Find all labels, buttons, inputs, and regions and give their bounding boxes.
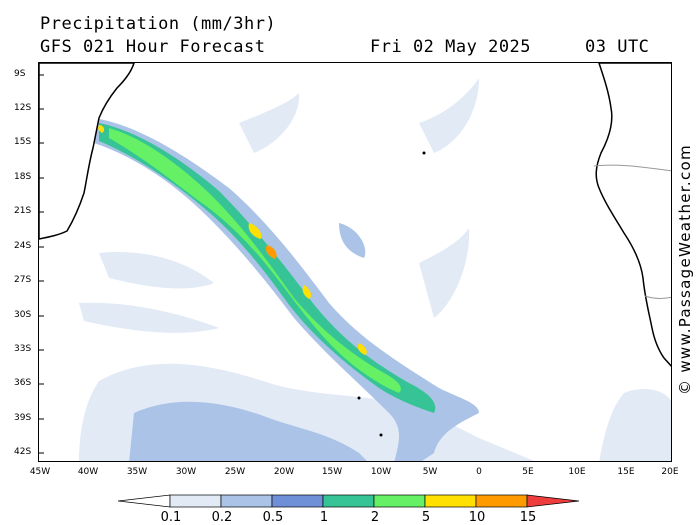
- lon-label: 10E: [568, 467, 586, 477]
- precip-band-moderate: [99, 123, 436, 413]
- south-america-coast: [39, 63, 135, 240]
- precip-area-south-moderate: [129, 401, 367, 461]
- precip-patch-east: [419, 228, 470, 318]
- lon-label: 15W: [321, 467, 343, 477]
- island-marker: [379, 433, 383, 437]
- lon-label: 25W: [224, 467, 246, 477]
- lat-label: 39S: [14, 413, 32, 423]
- legend-value: 0.1: [160, 510, 182, 525]
- map-canvas: [39, 63, 671, 461]
- precip-core-4: [357, 343, 367, 355]
- island-marker: [357, 396, 361, 400]
- legend-value: 15: [519, 510, 537, 525]
- lat-label: 42S: [14, 447, 32, 457]
- forecast-label: GFS 021 Hour Forecast: [40, 37, 266, 57]
- legend-swatch-0.2: [220, 494, 273, 508]
- lon-label: 35W: [126, 467, 148, 477]
- namibia-border: [593, 164, 671, 172]
- lon-label: 40W: [77, 467, 99, 477]
- precip-color-scale: [118, 494, 580, 508]
- lon-label: 15E: [617, 467, 635, 477]
- precip-patch-west: [99, 252, 214, 289]
- precip-area-southeast: [599, 389, 671, 461]
- lon-label: 20E: [661, 467, 679, 477]
- legend-value: 2: [370, 510, 380, 525]
- legend-swatch-over: [526, 494, 580, 508]
- legend-swatch-2: [373, 494, 426, 508]
- precip-core-5: [98, 125, 105, 133]
- orange-river-border: [644, 295, 671, 299]
- legend-value: 0.2: [211, 510, 233, 525]
- map-title: Precipitation (mm/3hr): [40, 14, 277, 34]
- lon-label: 5W: [422, 467, 438, 477]
- lon-label: 0: [476, 467, 482, 477]
- legend-value: 10: [468, 510, 486, 525]
- lon-label: 5E: [522, 467, 534, 477]
- lat-label: 36S: [14, 378, 32, 388]
- legend-value: 0.5: [262, 510, 284, 525]
- legend-value: 1: [319, 510, 329, 525]
- forecast-time: 03 UTC: [585, 37, 650, 57]
- legend-swatch-under: [118, 494, 171, 508]
- precip-core-1: [248, 223, 262, 239]
- precip-band-heavy: [109, 128, 401, 393]
- lat-ticks: [39, 74, 44, 454]
- lat-label: 33S: [14, 344, 32, 354]
- legend-swatch-0.1: [169, 494, 222, 508]
- copyright-credit: © www.PassageWeather.com: [676, 144, 694, 395]
- legend-swatch-0.5: [271, 494, 324, 508]
- precip-patch-central: [339, 223, 366, 258]
- precip-patch-north: [239, 93, 300, 153]
- africa-coast: [595, 63, 671, 367]
- lon-label: 20W: [273, 467, 295, 477]
- lat-label: 27S: [14, 275, 32, 285]
- lat-label: 30S: [14, 310, 32, 320]
- legend-swatch-1: [322, 494, 375, 508]
- lat-label: 12S: [14, 103, 32, 113]
- forecast-date: Fri 02 May 2025: [370, 37, 532, 57]
- lon-label: 45W: [29, 467, 51, 477]
- legend-swatch-10: [475, 494, 528, 508]
- precip-patch-northeast: [419, 78, 479, 153]
- lon-label: 30W: [175, 467, 197, 477]
- lat-label: 21S: [14, 206, 32, 216]
- precip-patch-west-2: [79, 302, 219, 333]
- island-marker: [422, 151, 426, 155]
- lon-label: 10W: [370, 467, 392, 477]
- lat-label: 24S: [14, 241, 32, 251]
- lat-label: 18S: [14, 172, 32, 182]
- legend-swatch-5: [424, 494, 477, 508]
- precip-core-2: [265, 245, 277, 259]
- lat-label: 15S: [14, 137, 32, 147]
- lat-label: 9S: [14, 69, 26, 79]
- precip-core-3: [302, 285, 312, 299]
- precipitation-map: [38, 62, 672, 462]
- legend-value: 5: [421, 510, 431, 525]
